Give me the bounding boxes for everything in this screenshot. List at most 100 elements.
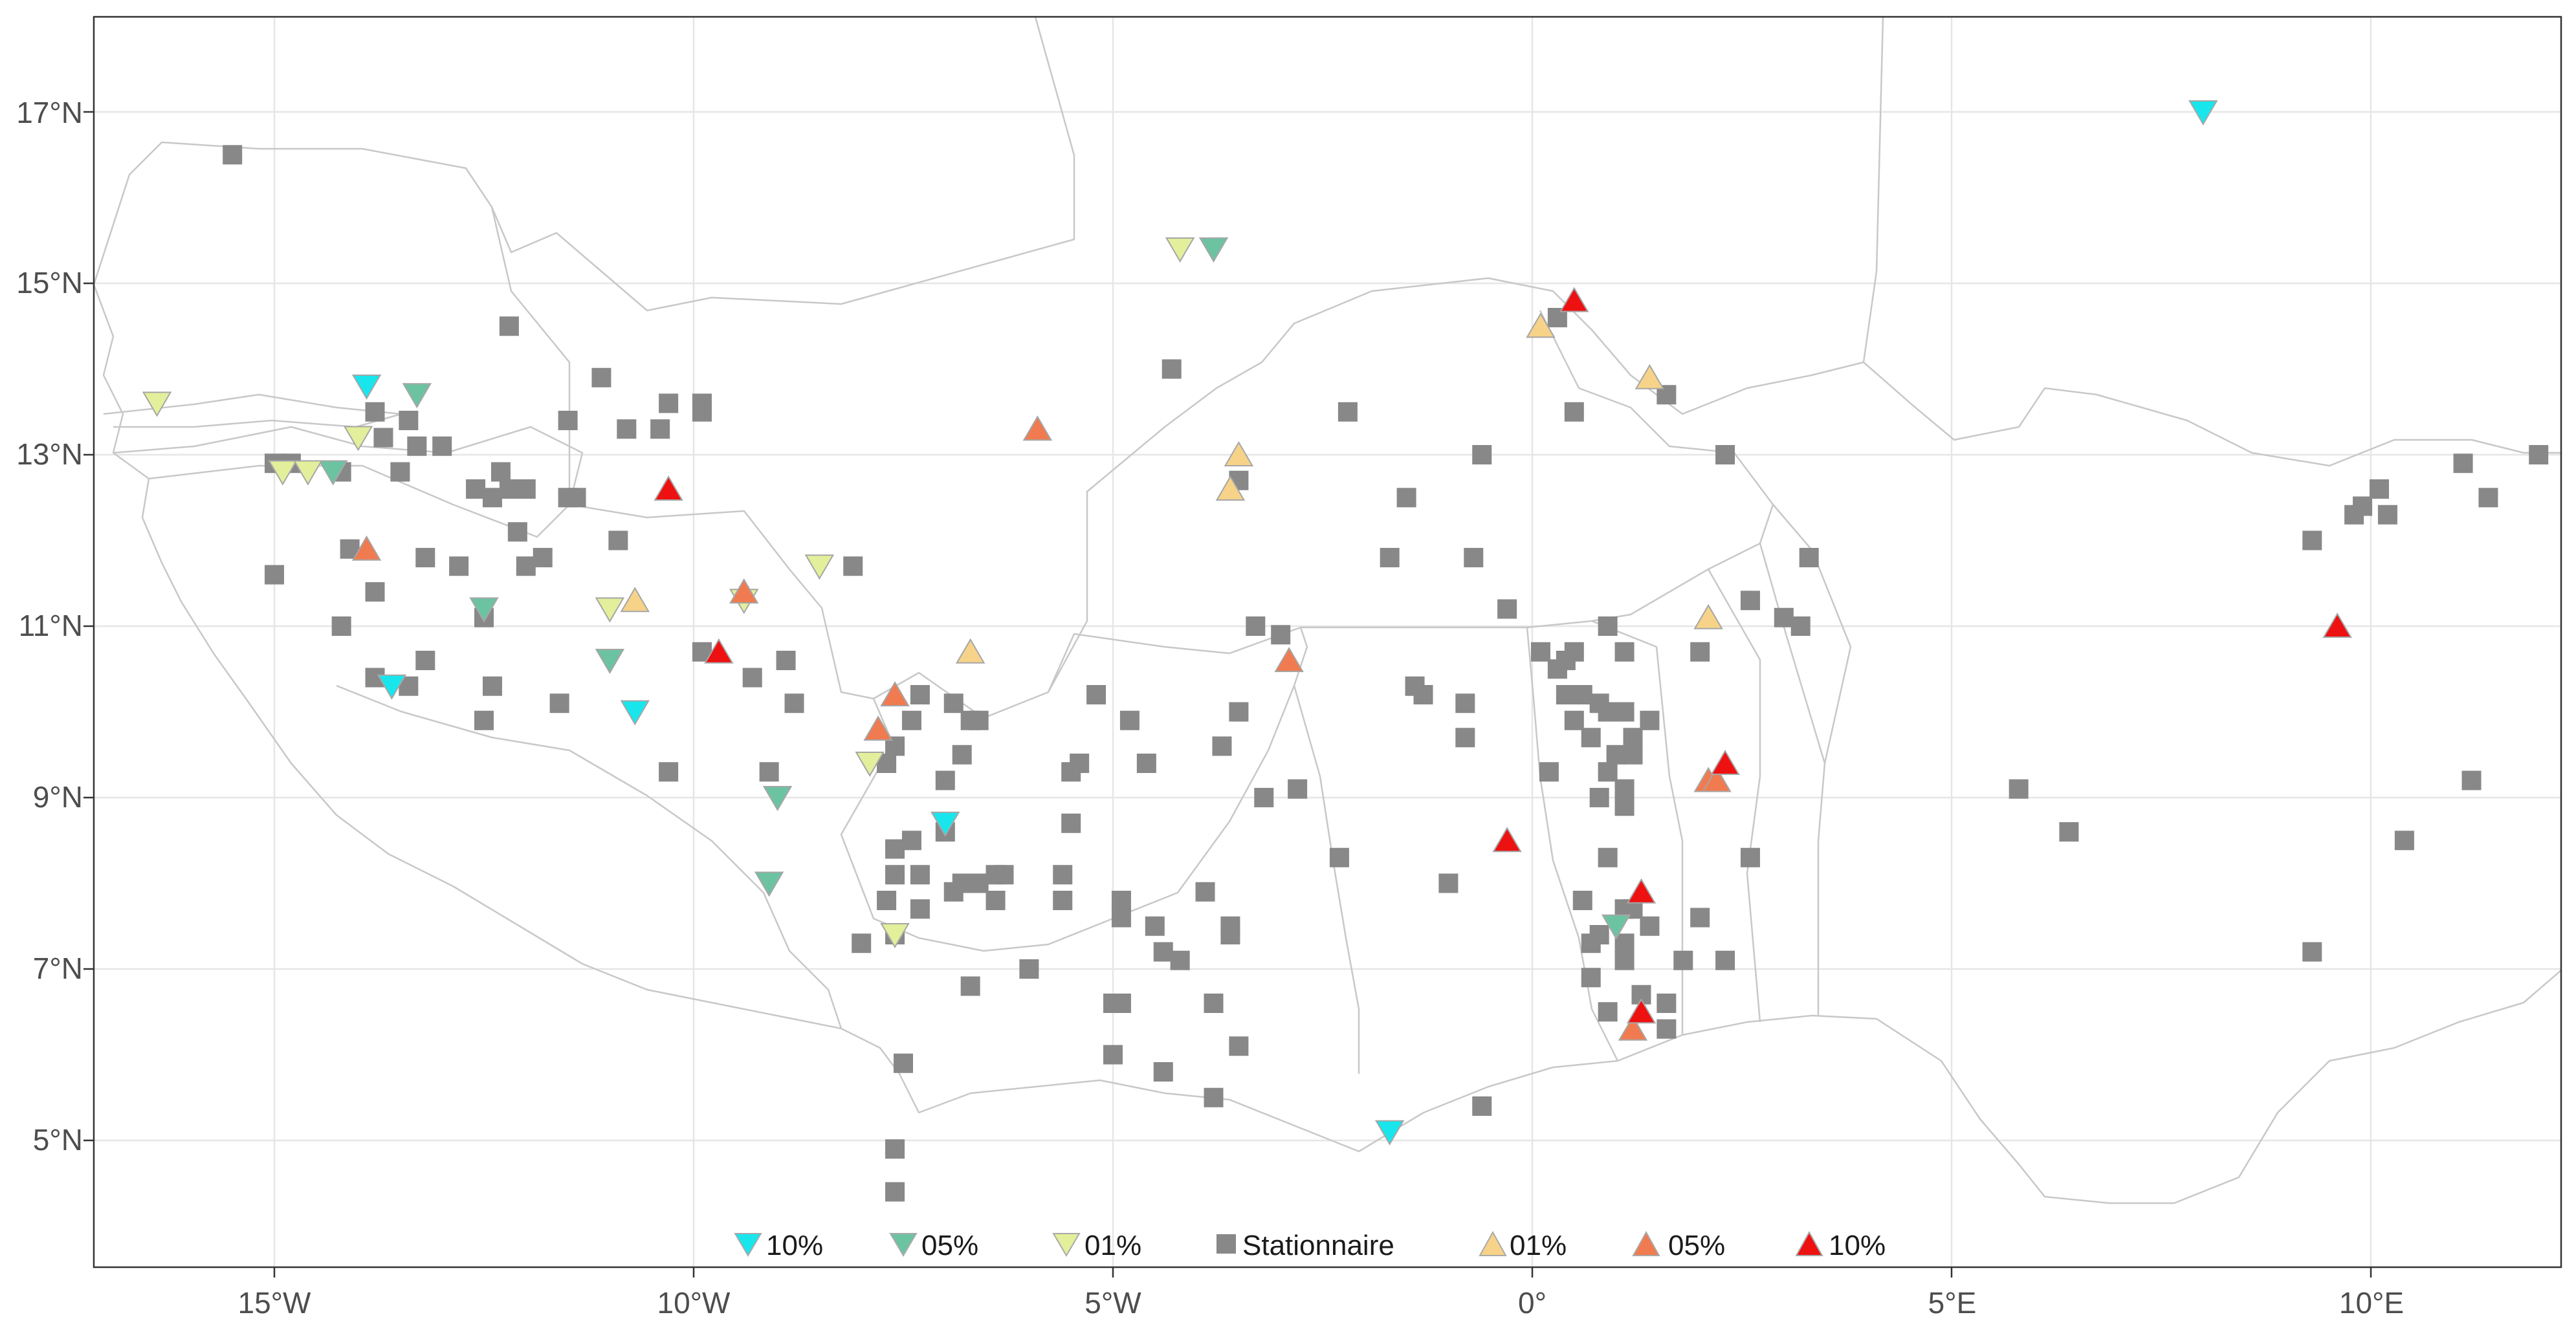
station-square-marker: [885, 1182, 905, 1202]
station-square-marker: [742, 668, 762, 688]
border-niger-nigeria: [1772, 362, 2561, 764]
station-square-marker: [1581, 728, 1601, 748]
station-down-triangle-10: [351, 375, 382, 400]
station-square-marker: [373, 428, 393, 448]
station-up-triangle-01: [1215, 475, 1246, 501]
station-square-marker: [2461, 770, 2482, 790]
station-square-marker: [1229, 702, 1249, 722]
station-square-marker: [390, 462, 410, 482]
station-square-marker: [1212, 736, 1232, 756]
station-square-marker: [960, 976, 980, 996]
station-square-marker: [1472, 1096, 1492, 1116]
station-square-marker: [1153, 1062, 1173, 1082]
station-square-marker: [549, 693, 569, 713]
station-square-marker: [591, 367, 611, 387]
station-square-marker: [910, 865, 930, 885]
station-down-triangle-01: [855, 752, 885, 777]
legend-label-stationnaire: Stationnaire: [1242, 1230, 1394, 1261]
station-square-marker: [1581, 968, 1601, 988]
station-square-marker: [1640, 916, 1660, 936]
station-square-marker: [852, 933, 872, 953]
station-square-marker: [1455, 693, 1475, 713]
station-up-triangle-10: [704, 638, 734, 664]
station-up-triangle-01: [1693, 604, 1723, 629]
station-down-triangle-10: [1374, 1120, 1405, 1146]
y-tick-13N: 13°N: [16, 437, 83, 471]
station-square-marker: [650, 419, 670, 439]
station-square-marker: [1053, 865, 1073, 885]
station-square-marker: [1606, 745, 1626, 765]
station-up-triangle-10: [1626, 878, 1657, 904]
station-square-marker: [1380, 548, 1400, 567]
station-square-marker: [1061, 762, 1081, 782]
station-square-marker: [1657, 1019, 1677, 1039]
station-markers: [142, 100, 2549, 1202]
legend-key-up-10: [1795, 1230, 1823, 1256]
y-tick-7N: 7°N: [33, 952, 83, 985]
legend-item-up-05: 05%: [1632, 1230, 1725, 1261]
station-square-marker: [969, 873, 989, 893]
station-square-marker: [776, 651, 796, 670]
station-square-marker: [1161, 359, 1182, 379]
station-square-marker: [885, 1139, 905, 1159]
legend-label-up-05: 05%: [1668, 1230, 1725, 1261]
station-square-marker: [399, 411, 419, 430]
station-square-marker: [2009, 779, 2029, 799]
border-mali-south: [490, 16, 1884, 719]
y-tick-17N: 17°N: [16, 96, 83, 129]
station-square-marker: [365, 582, 385, 602]
station-up-triangle-01: [1224, 441, 1254, 466]
station-square-marker: [1246, 616, 1266, 636]
station-square-marker: [784, 693, 804, 713]
station-square-marker: [516, 479, 536, 499]
legend-key-up-01: [1479, 1230, 1507, 1256]
station-square-marker: [1254, 788, 1274, 807]
station-square-marker: [1564, 710, 1584, 730]
station-square-marker: [1438, 873, 1459, 893]
station-down-triangle-10: [930, 811, 960, 837]
legend-item-down-10: 10%: [734, 1230, 823, 1261]
y-tick-5N: 5°N: [33, 1123, 83, 1157]
station-square-marker: [1673, 950, 1693, 970]
border-senegal-south: [113, 426, 584, 505]
station-up-triangle-01: [1635, 364, 1665, 389]
station-square-marker: [1598, 762, 1618, 782]
station-square-marker: [1170, 950, 1190, 970]
station-square-marker: [1640, 710, 1660, 730]
station-square-marker: [490, 462, 511, 482]
border-ghana: [1293, 627, 1619, 1074]
station-up-triangle-05: [1022, 415, 1053, 441]
station-up-triangle-10: [654, 475, 683, 501]
station-square-marker: [1598, 702, 1618, 722]
station-square-marker: [1053, 891, 1073, 910]
legend-key-up-05: [1632, 1230, 1660, 1256]
station-down-triangle-01: [268, 460, 298, 486]
y-tick-9N: 9°N: [33, 780, 83, 814]
station-square-marker: [1774, 607, 1794, 627]
station-square-marker: [659, 393, 679, 413]
station-square-marker: [1204, 994, 1224, 1013]
station-square-marker: [507, 522, 527, 542]
station-square-marker: [1119, 710, 1139, 730]
station-square-marker: [608, 530, 628, 550]
border-mauritania: [93, 16, 1075, 312]
station-square-marker: [1111, 908, 1131, 928]
station-square-marker: [1556, 685, 1576, 704]
station-square-marker: [2529, 445, 2549, 464]
station-square-marker: [1497, 599, 1517, 619]
legend-item-up-10: 10%: [1795, 1230, 1886, 1261]
legend-item-down-05: 05%: [889, 1230, 978, 1261]
coastline: [93, 284, 2562, 1204]
station-square-marker: [969, 710, 989, 730]
station-square-marker: [943, 693, 963, 713]
station-up-triangle-10: [1559, 287, 1589, 312]
station-square-marker: [1614, 950, 1635, 970]
panel-background: [94, 17, 2561, 1267]
station-square-marker: [1329, 847, 1349, 867]
station-square-marker: [952, 873, 972, 893]
station-square-marker: [901, 710, 921, 730]
station-square-marker: [617, 419, 637, 439]
station-up-triangle-05: [863, 715, 893, 741]
station-square-marker: [1715, 445, 1735, 464]
station-square-marker: [1614, 702, 1635, 722]
